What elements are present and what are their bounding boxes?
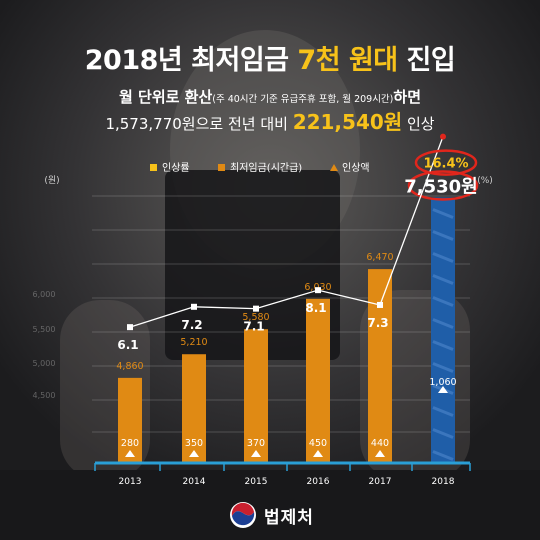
rate-value-label: 6.1 — [117, 338, 138, 352]
bar-2013 — [118, 377, 142, 463]
bar-texture — [432, 230, 454, 241]
amount-marker — [251, 450, 261, 457]
bar-value-label-highlight: 7,530원 — [404, 176, 478, 197]
x-tick-label: 2016 — [307, 477, 330, 487]
bar-texture — [432, 340, 454, 351]
rate-point — [253, 305, 259, 312]
x-tick-label: 2018 — [432, 477, 455, 487]
rate-value-label: 8.1 — [305, 301, 326, 315]
x-tick-label: 2017 — [369, 477, 392, 487]
amount-marker — [313, 450, 323, 457]
x-tick-label: 2013 — [119, 477, 142, 487]
bar-texture — [432, 208, 454, 219]
bar-value-label: 5,210 — [180, 337, 207, 348]
bar-texture — [432, 406, 454, 417]
bar-texture — [432, 274, 454, 285]
highlight-circle-wage — [407, 170, 479, 201]
subtitle-monthly: 월 단위로 환산(주 40시간 기준 유급주휴 포함, 월 209시간)하면 — [119, 88, 421, 106]
y-tick-label: 5,500 — [33, 325, 56, 334]
bar-texture — [432, 450, 454, 461]
amount-value-label: 350 — [185, 438, 203, 449]
bar-texture — [432, 318, 454, 329]
x-tick-label: 2015 — [245, 477, 268, 487]
amount-value-label: 450 — [309, 438, 327, 449]
agency-logo: 법제처 — [228, 498, 314, 532]
y-tick-label: 6,000 — [33, 290, 56, 299]
rate-value-label: 7.1 — [243, 320, 264, 334]
rate-value-label: 7.2 — [181, 318, 202, 332]
rate-point — [377, 301, 383, 308]
rate-point — [315, 287, 321, 294]
amount-marker — [375, 450, 385, 457]
amount-value-label: 440 — [371, 438, 389, 449]
x-tick-label: 2014 — [183, 477, 206, 487]
amount-value-label: 1,060 — [429, 377, 456, 388]
rate-value-label: 7.3 — [367, 316, 388, 330]
y-unit-right: (%) — [477, 176, 493, 186]
bar-2015 — [244, 329, 268, 463]
amount-value-label: 280 — [121, 438, 139, 449]
bar-2014 — [182, 354, 206, 463]
bar-texture — [432, 252, 454, 263]
legend-swatch-2 — [330, 164, 338, 171]
bar-2017 — [368, 269, 392, 463]
y-unit-left: (원) — [44, 175, 59, 186]
bar-texture — [432, 362, 454, 373]
legend-label-2: 인상액 — [342, 162, 370, 174]
y-tick-label: 5,000 — [33, 359, 56, 368]
bar-texture — [432, 296, 454, 307]
agency-name: 법제처 — [264, 507, 314, 528]
amount-marker — [189, 450, 199, 457]
bar-2016 — [306, 298, 330, 463]
subtitle-increase: 1,573,770원으로 전년 대비 221,540원 인상 — [105, 110, 435, 134]
rate-line — [129, 136, 444, 328]
taegeuk-emblem-icon — [230, 502, 256, 528]
legend-label-1: 최저임금(시간급) — [230, 161, 302, 174]
amount-value-label: 370 — [247, 438, 265, 449]
legend-swatch-0 — [150, 164, 157, 171]
y-tick-label: 4,500 — [33, 391, 56, 400]
amount-marker — [125, 450, 135, 457]
bar-value-label: 5,580 — [242, 312, 269, 323]
bar-value-label: 4,860 — [116, 361, 143, 372]
rate-point — [440, 133, 446, 140]
bar-value-label: 6,470 — [366, 252, 393, 263]
rate-value-label-highlight: 16.4% — [423, 157, 468, 172]
legend-swatch-1 — [218, 164, 225, 171]
rate-point — [191, 303, 197, 310]
rate-point — [127, 324, 133, 331]
highlight-circle-rate — [414, 149, 478, 176]
amount-marker — [438, 386, 448, 393]
bar-texture — [432, 428, 454, 439]
bar-2018 — [431, 197, 455, 464]
infographic-title: 2018년 최저임금 7천 원대 진입 — [84, 45, 456, 76]
legend-label-0: 인상률 — [162, 162, 190, 174]
